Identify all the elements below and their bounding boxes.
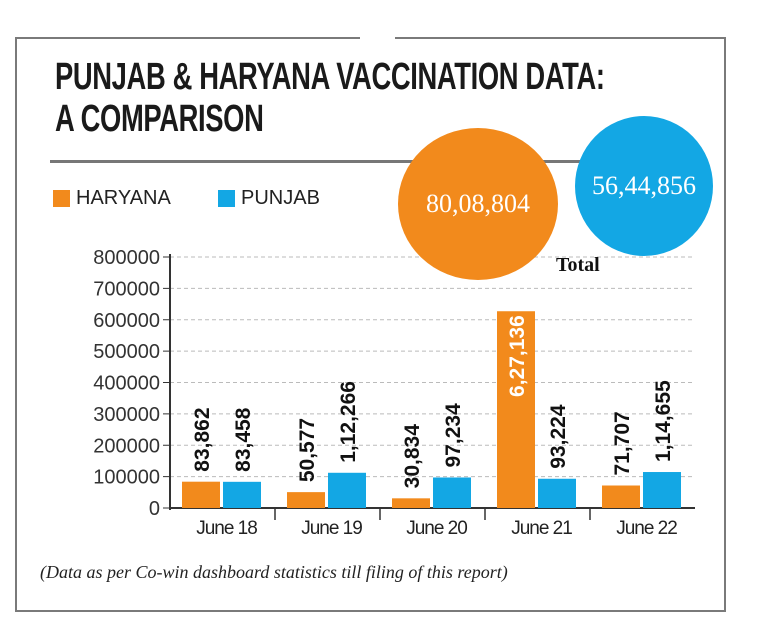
- haryana-total-circle: 80,08,804: [398, 128, 558, 280]
- title-line-2: A COMPARISON: [55, 98, 264, 140]
- title-line-1: PUNJAB & HARYANA VACCINATION DATA:: [55, 56, 605, 98]
- y-tick-label: 800000: [93, 247, 160, 269]
- bar-punjab: [538, 478, 576, 508]
- bar-punjab: [328, 472, 366, 508]
- data-label: 93,224: [547, 404, 570, 469]
- frame-top-right: [395, 37, 724, 39]
- footnote: (Data as per Co-win dashboard statistics…: [40, 562, 508, 582]
- punjab-total: 56,44,856: [592, 171, 696, 200]
- data-label: 71,707: [611, 411, 634, 475]
- y-tick-label: 500000: [93, 341, 160, 363]
- bar-haryana: [392, 498, 430, 508]
- chart-title: PUNJAB & HARYANA VACCINATION DATA: A COM…: [55, 56, 605, 140]
- x-tick-label: June 19: [301, 518, 362, 539]
- data-label: 1,12,266: [337, 381, 360, 463]
- frame-top-left: [15, 37, 360, 39]
- haryana-total: 80,08,804: [426, 189, 530, 218]
- data-label: 83,458: [232, 407, 255, 472]
- legend-haryana: HARYANA: [53, 187, 171, 210]
- haryana-swatch: [53, 190, 70, 207]
- divider: [50, 160, 610, 163]
- data-label: 83,862: [191, 407, 214, 471]
- legend-label: PUNJAB: [241, 187, 320, 209]
- bar-haryana: [182, 481, 220, 508]
- data-label: 50,577: [296, 418, 319, 482]
- total-label: Total: [556, 254, 600, 276]
- bar-haryana: [497, 311, 535, 508]
- bar-punjab: [643, 472, 681, 508]
- bar-haryana: [602, 485, 640, 508]
- bar-punjab: [223, 481, 261, 508]
- data-label: 30,834: [401, 424, 424, 489]
- y-tick-label: 400000: [93, 373, 160, 395]
- data-label: 97,234: [442, 403, 465, 468]
- y-tick-label: 700000: [93, 278, 160, 300]
- legend-label: HARYANA: [76, 187, 171, 209]
- y-tick-label: 600000: [93, 310, 160, 332]
- punjab-swatch: [218, 190, 235, 207]
- y-tick-label: 200000: [93, 435, 160, 457]
- punjab-total-circle: 56,44,856: [575, 116, 713, 256]
- y-tick-label: 100000: [93, 467, 160, 489]
- y-tick-label: 0: [149, 498, 160, 520]
- bar-haryana: [287, 492, 325, 508]
- x-tick-label: June 18: [196, 518, 257, 539]
- bar-punjab: [433, 477, 471, 508]
- y-tick-label: 300000: [93, 404, 160, 426]
- x-tick-label: June 21: [511, 518, 572, 539]
- x-tick-label: June 20: [406, 518, 467, 539]
- graphic-frame: [15, 37, 726, 612]
- data-label: 6,27,136: [506, 315, 529, 397]
- data-label: 1,14,655: [652, 380, 675, 462]
- x-tick-label: June 22: [616, 518, 677, 539]
- legend-punjab: PUNJAB: [218, 187, 320, 210]
